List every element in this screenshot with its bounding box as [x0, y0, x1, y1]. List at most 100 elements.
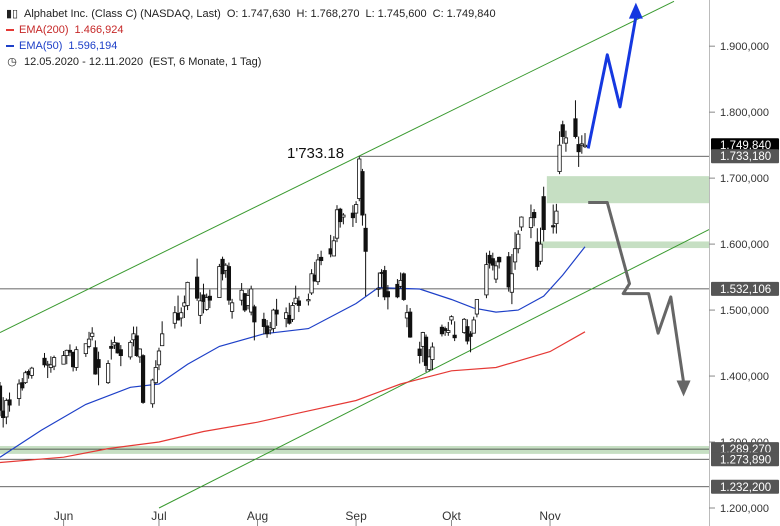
candle	[516, 230, 521, 254]
zone-box	[0, 445, 709, 454]
candle-body	[105, 363, 111, 384]
candle-body	[360, 171, 365, 216]
candle	[350, 205, 356, 227]
level-label: 1.232,200	[720, 482, 771, 494]
candle	[395, 279, 400, 299]
candle-body	[290, 305, 295, 320]
candle-body	[576, 144, 581, 153]
candlesticks	[0, 100, 588, 428]
candle	[105, 360, 111, 384]
candle	[83, 343, 88, 357]
candle	[271, 308, 276, 333]
ema200-value: 1.466,924	[74, 24, 124, 36]
candle	[490, 252, 495, 271]
candle	[560, 120, 565, 144]
candle-body	[29, 367, 34, 376]
ema50-line	[0, 246, 586, 458]
channel-upper-line	[0, 0, 675, 333]
candle-body	[296, 300, 301, 306]
candle	[90, 327, 95, 341]
candle-body	[128, 342, 133, 358]
candle-body	[16, 383, 22, 399]
time-tick-label: Okt	[442, 509, 461, 523]
candle	[474, 299, 480, 318]
level-label-box	[711, 149, 779, 164]
candle	[4, 398, 9, 425]
candle-body	[430, 346, 435, 360]
candle-body	[160, 333, 165, 347]
candle	[528, 204, 534, 239]
price-tick-label: 1.900,000	[720, 41, 769, 53]
candle	[249, 285, 254, 316]
candle-body	[315, 259, 321, 283]
date-range: 12.05.2020 - 12.11.2020	[24, 56, 144, 68]
candle-body	[497, 256, 502, 263]
candle-body	[134, 335, 139, 357]
chart-legend: ▮▯ Alphabet Inc. (Class C) (NASDAQ, Last…	[6, 6, 502, 70]
candle	[341, 213, 346, 225]
candle-body	[74, 349, 79, 368]
moving-averages	[0, 246, 586, 464]
candle-body	[306, 299, 311, 302]
open-value: O: 1.747,630	[226, 8, 291, 20]
candle	[557, 131, 562, 175]
candle-body	[462, 318, 467, 333]
candle-body	[153, 367, 158, 384]
candle	[509, 254, 514, 305]
candle-body	[341, 214, 346, 218]
candle	[296, 296, 301, 313]
price-tick-label: 1.500,000	[720, 305, 769, 317]
candle	[401, 272, 406, 301]
candle-body	[474, 299, 480, 315]
candle	[20, 378, 25, 391]
candle	[452, 321, 457, 342]
candle-body	[363, 227, 368, 252]
candle	[274, 298, 279, 326]
candle	[128, 340, 133, 360]
candle	[179, 307, 184, 327]
candle	[261, 312, 266, 335]
candle-body	[493, 265, 499, 280]
candle-body	[579, 143, 584, 146]
candle	[512, 232, 518, 270]
candle	[446, 321, 451, 336]
candle	[468, 331, 473, 353]
zone-box	[546, 176, 709, 204]
level-label-box	[711, 479, 779, 494]
time-tick-label: Aug	[247, 509, 268, 523]
candle-body	[274, 309, 279, 315]
candle	[42, 352, 47, 368]
zone-box	[540, 241, 709, 249]
candle-body	[249, 288, 254, 313]
candle-body	[446, 330, 451, 333]
time-tick-label: Jul	[151, 509, 166, 523]
range-row: ◷ 12.05.2020 - 12.11.2020 (EST, 6 Monate…	[6, 54, 502, 70]
candle	[331, 236, 336, 257]
candle-body	[156, 350, 162, 366]
ema200-label: EMA(200)	[19, 24, 69, 36]
candle-body	[20, 382, 25, 389]
candle	[554, 203, 559, 234]
candle-body	[207, 295, 212, 301]
candle	[51, 355, 57, 371]
candle	[363, 213, 368, 297]
instrument-name: Alphabet Inc. (Class C) (NASDAQ, Last)	[24, 8, 221, 20]
candle-body	[319, 256, 324, 261]
candle	[582, 133, 588, 149]
candle-body	[252, 306, 257, 323]
candle-body	[417, 348, 422, 356]
candle	[137, 348, 142, 363]
time-tick-label: Jun	[54, 509, 73, 523]
candle	[160, 321, 165, 347]
candle	[443, 326, 448, 336]
candle-body	[541, 196, 546, 230]
time-tick-label: Nov	[539, 509, 560, 523]
candle-body	[538, 243, 543, 262]
candle-body	[395, 283, 400, 298]
candle	[576, 136, 581, 167]
candle-body	[509, 273, 514, 293]
price-axis: 1.900,000 1.800,000 1.700,000 1.600,000 1.50…	[709, 0, 779, 526]
support-resistance-zones	[0, 176, 709, 454]
candle-body	[109, 345, 114, 349]
